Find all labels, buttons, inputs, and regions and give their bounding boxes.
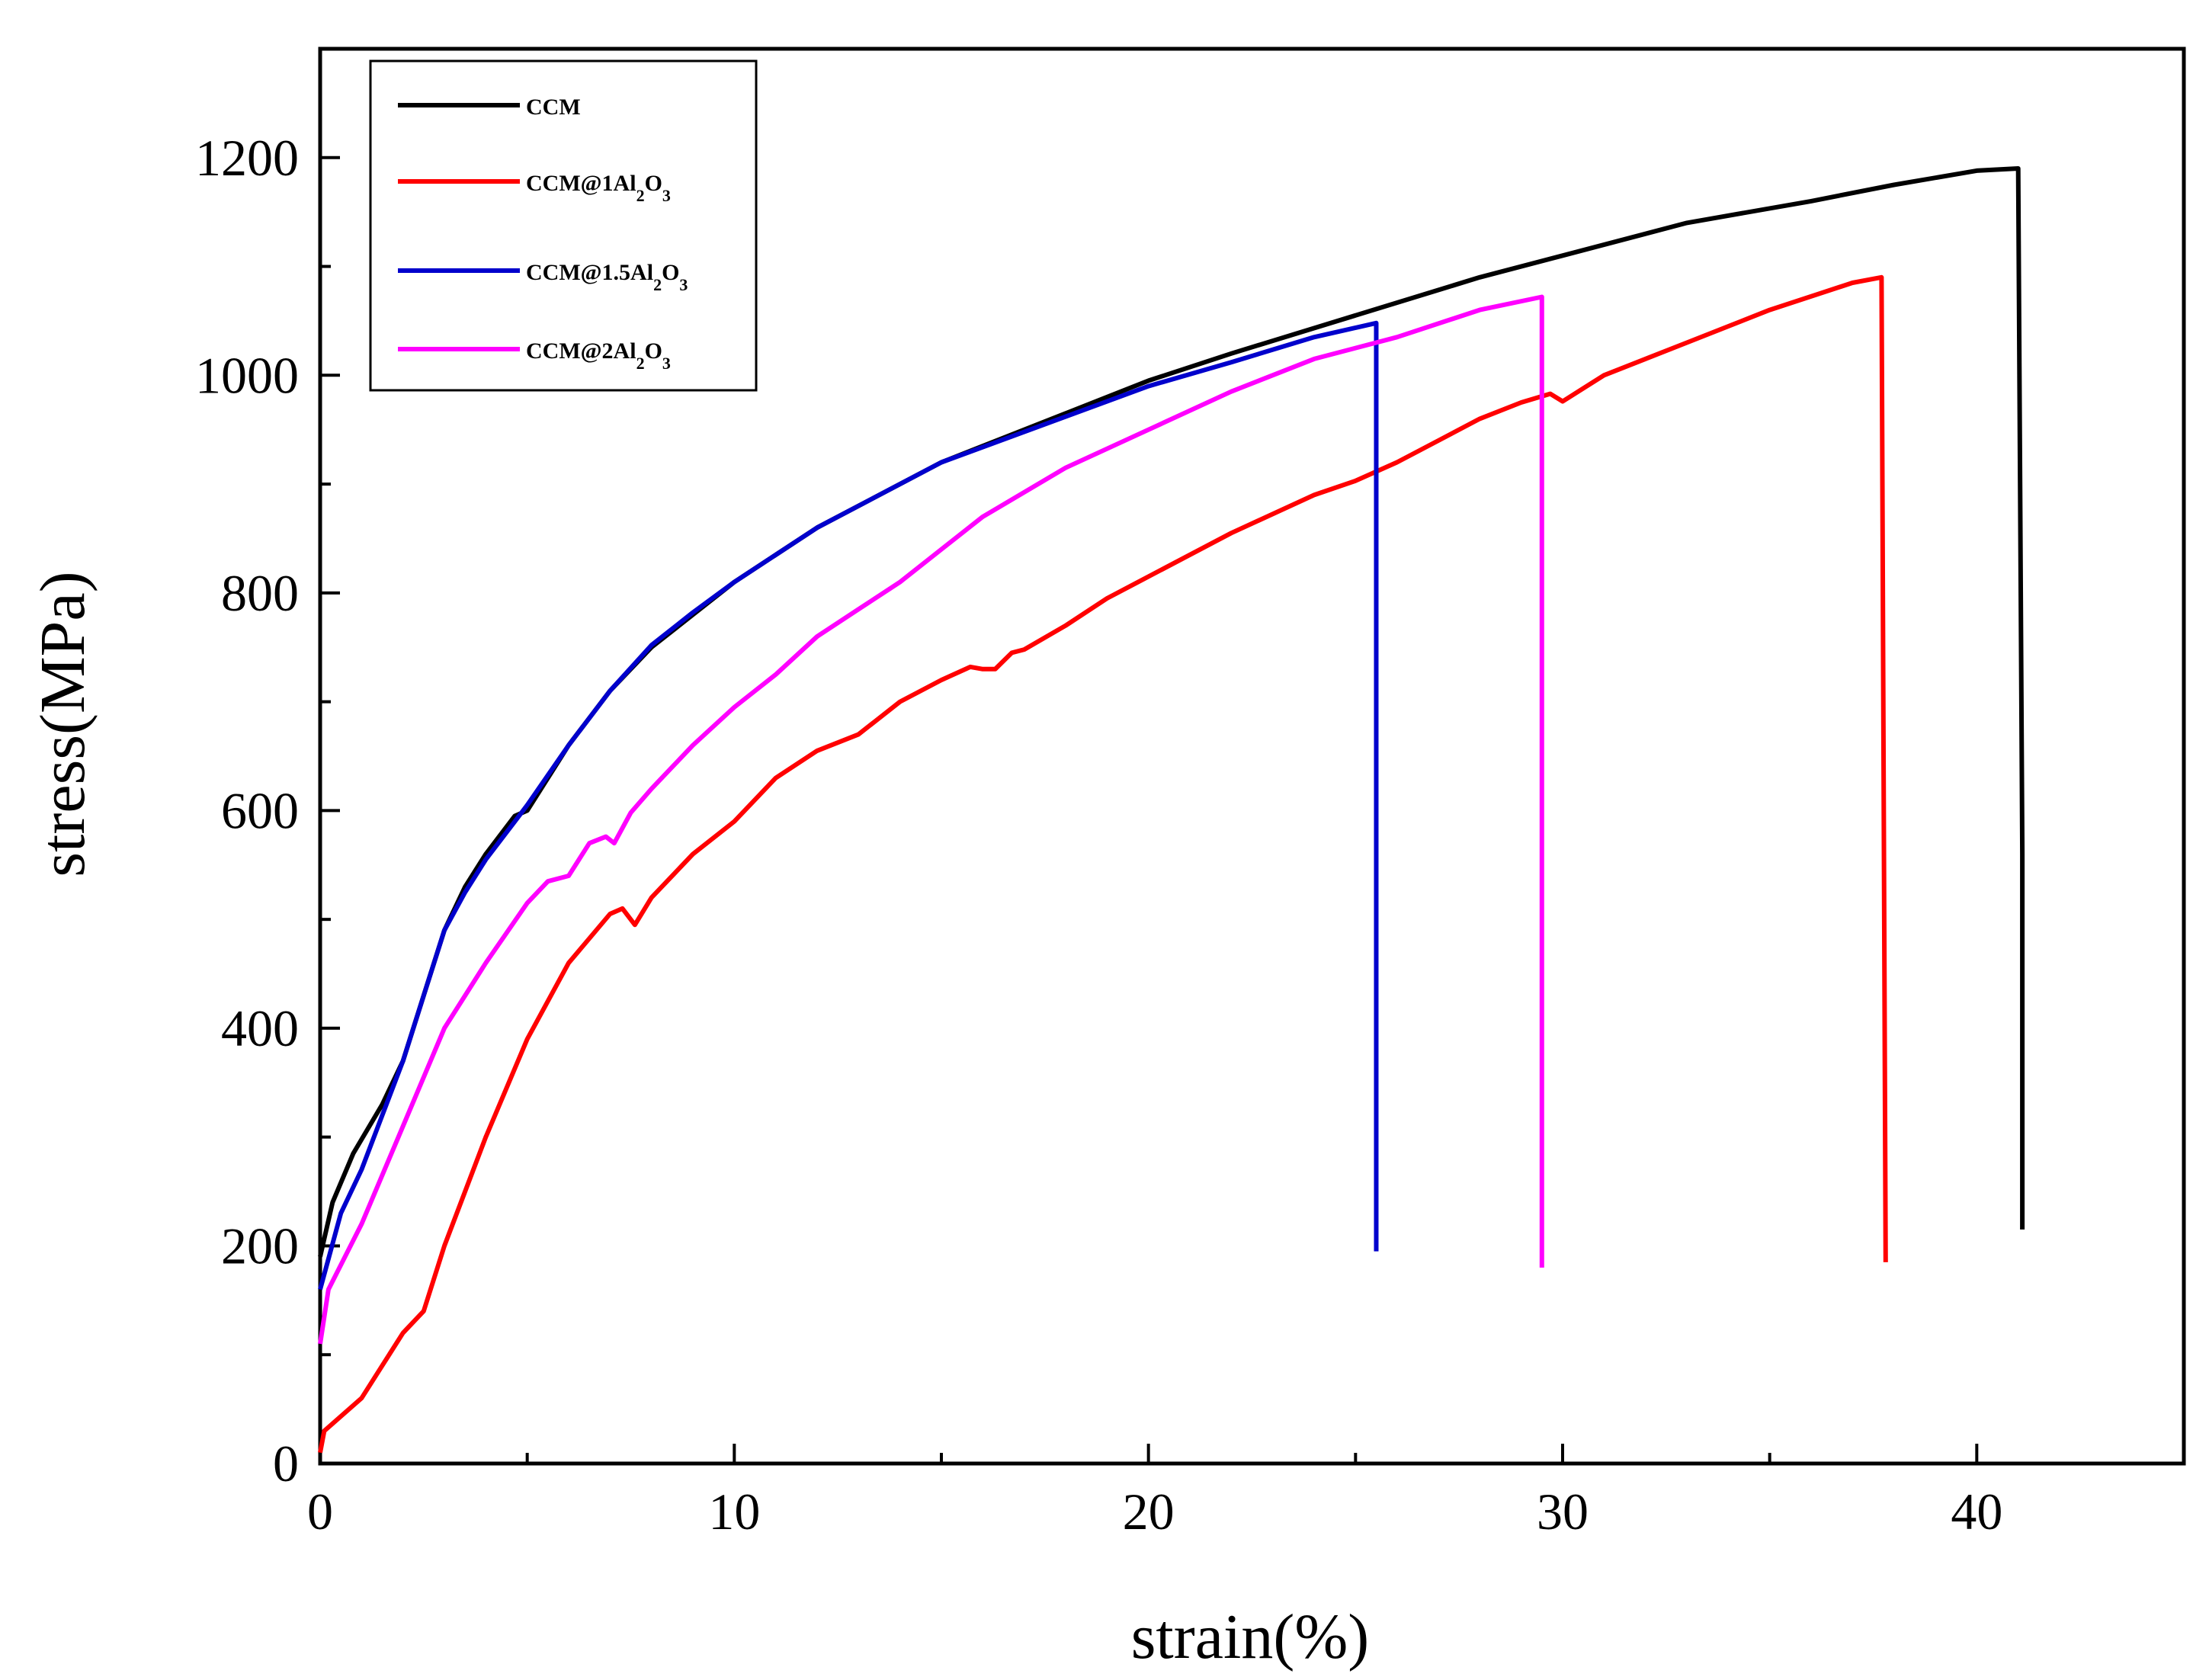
y-tick-label: 800 — [221, 564, 299, 622]
series-lines — [318, 166, 2025, 1454]
legend-label-0: CCM — [526, 95, 581, 120]
x-tick-label: 30 — [1537, 1483, 1589, 1541]
legend-label-3: CCM@2Al2O3 — [526, 338, 671, 373]
legend: CCM CCM@1Al2O3 CCM@1.5Al2O3 CCM@2Al2O3 — [369, 59, 758, 392]
x-axis-title: strain(%) — [1131, 1601, 1370, 1672]
x-tick-label: 40 — [1951, 1483, 2002, 1541]
series-line-2 — [318, 320, 1379, 1290]
legend-box — [369, 59, 758, 392]
y-tick-label: 600 — [221, 781, 299, 839]
y-axis-title: stress(MPa) — [27, 571, 98, 877]
x-tick-label: 20 — [1123, 1483, 1175, 1541]
y-tick-label: 1200 — [195, 129, 299, 187]
y-tick-label: 400 — [221, 999, 299, 1057]
series-line-1 — [318, 274, 1888, 1454]
legend-label-2: CCM@1.5Al2O3 — [526, 260, 688, 294]
x-tick-label: 0 — [307, 1483, 333, 1541]
legend-label-1: CCM@1Al2O3 — [526, 171, 671, 205]
y-tick-label: 200 — [221, 1217, 299, 1274]
x-tick-label: 10 — [708, 1483, 760, 1541]
y-tick-label: 0 — [273, 1435, 299, 1492]
x-axis-ticks: 0 10 20 30 40 — [307, 1444, 2002, 1541]
y-axis-ticks: 0 200 400 600 800 1000 1200 — [195, 129, 340, 1492]
y-tick-label: 1000 — [195, 346, 299, 404]
series-line-3 — [318, 294, 1544, 1345]
plot-frame — [318, 46, 2186, 1466]
legend-items: CCM CCM@1Al2O3 CCM@1.5Al2O3 CCM@2Al2O3 — [398, 95, 688, 373]
